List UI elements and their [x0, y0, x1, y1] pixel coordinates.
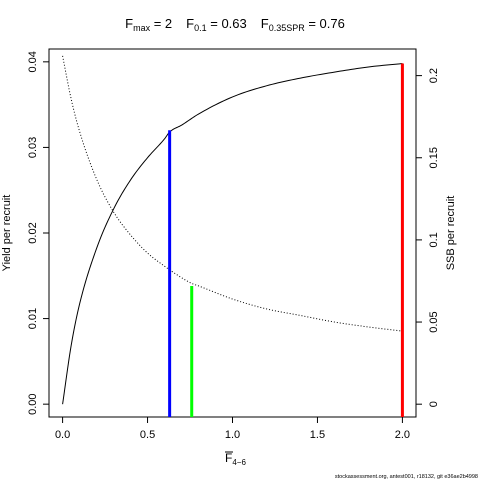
y-left-tick-label: 0.00 — [27, 393, 39, 414]
title-f01-symbol: F — [186, 16, 194, 31]
y-right-tick-label: 0 — [428, 401, 440, 407]
title-fspr-subscript: 0.35SPR — [269, 23, 306, 33]
x-tick-label: 2.0 — [395, 429, 410, 441]
y-axis-left-label: Yield per recruit — [1, 195, 13, 272]
title-fmax-symbol: F — [125, 16, 133, 31]
reference-lines — [168, 63, 404, 417]
y-right-tick-label: 0.1 — [428, 232, 440, 247]
chart-title: Fmax = 2 F0.1 = 0.63 F0.35SPR = 0.76 — [125, 16, 345, 33]
y-right-tick-label: 0.05 — [428, 311, 440, 332]
y-left-tick-label: 0.03 — [27, 137, 39, 158]
title-fmax-value: = 2 — [150, 16, 172, 31]
title-fmax-subscript: max — [133, 23, 151, 33]
y-right-tick-label: 0.2 — [428, 68, 440, 83]
y-left-tick-label: 0.04 — [27, 51, 39, 72]
x-axis: 0.0 0.5 1.0 1.5 2.0 — [55, 416, 410, 441]
x-tick-label: 0.5 — [140, 429, 155, 441]
x-axis-label: F4−6 — [225, 451, 246, 467]
title-fspr-symbol: F — [261, 16, 269, 31]
x-tick-label: 1.0 — [225, 429, 240, 441]
y-axis-right-label: SSB per recruit — [445, 196, 457, 271]
y-left-tick-label: 0.02 — [27, 222, 39, 243]
y-axis-left: 0.00 0.01 0.02 0.03 0.04 — [27, 51, 49, 415]
title-f01-subscript: 0.1 — [194, 23, 207, 33]
y-right-tick-label: 0.15 — [428, 147, 440, 168]
yield-per-recruit-line — [62, 63, 403, 405]
title-f01-value: = 0.63 — [207, 16, 247, 31]
x-axis-label-text: F4−6 — [225, 451, 246, 467]
series-layer — [62, 55, 403, 405]
x-tick-label: 0.0 — [55, 429, 70, 441]
plot-frame — [48, 48, 417, 418]
x-tick-label: 1.5 — [310, 429, 325, 441]
x-axis-label-subscript: 4−6 — [232, 458, 246, 467]
x-axis-label-symbol: F — [225, 451, 232, 465]
footer-credit: stockassessment.org, antest001, r18132, … — [335, 474, 478, 480]
title-fspr-value: = 0.76 — [305, 16, 345, 31]
y-left-tick-label: 0.01 — [27, 308, 39, 329]
y-axis-right: 0 0.05 0.1 0.15 0.2 — [416, 68, 440, 407]
